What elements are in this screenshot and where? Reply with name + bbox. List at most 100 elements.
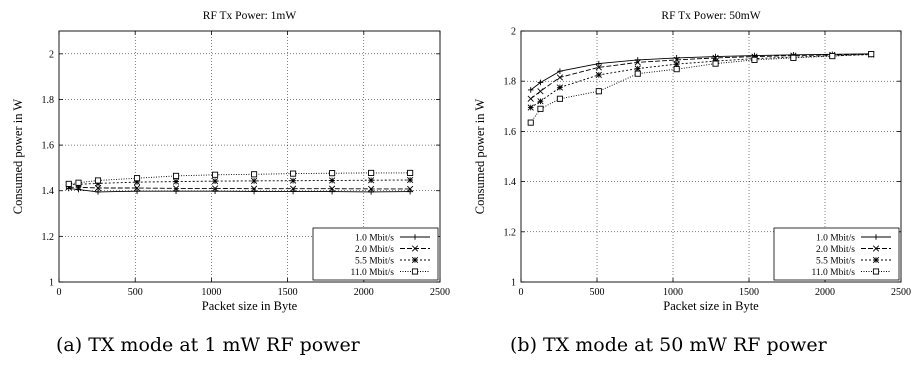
data-point (634, 70, 641, 77)
legend-marker (872, 245, 880, 252)
y-tick-label: 1.4 (504, 177, 517, 188)
data-point (75, 179, 82, 186)
data-point (367, 177, 375, 184)
data-point (537, 79, 544, 86)
x-tick-label: 500 (590, 287, 605, 298)
data-point (329, 188, 335, 195)
caption-a: (a) TX mode at 1 mW RF power (56, 334, 360, 356)
data-point (556, 95, 563, 102)
series-line (530, 53, 872, 100)
legend-label: 2.0 Mbit/s (816, 245, 855, 255)
data-point (407, 169, 414, 176)
data-point (212, 188, 218, 194)
legend-label: 5.5 Mbit/s (816, 257, 855, 267)
y-tick-label: 1 (49, 278, 54, 289)
data-point (595, 88, 602, 95)
data-point (211, 185, 219, 192)
data-point (407, 176, 414, 184)
legend: 1.0 Mbit/s2.0 Mbit/s 5.5 Mbit/s11.0 Mbit/… (773, 227, 900, 281)
data-point (537, 88, 544, 95)
data-point (634, 65, 641, 72)
y-tick-label: 1.6 (504, 127, 517, 138)
series-1 (65, 185, 413, 195)
data-point (634, 59, 641, 66)
x-tick-label: 0 (57, 287, 62, 298)
data-point (527, 95, 534, 102)
legend-marker (872, 268, 880, 275)
data-point (556, 84, 564, 91)
legend: 1.0 Mbit/s2.0 Mbit/s 5.5 Mbit/s11.0 Mbit/… (312, 227, 439, 281)
y-tick-label: 1.2 (42, 232, 55, 243)
legend-marker (872, 256, 880, 264)
data-point (133, 178, 141, 186)
data-point (212, 171, 219, 178)
data-point (367, 185, 375, 193)
data-point (251, 188, 257, 195)
x-tick-label: 2000 (354, 287, 374, 298)
series-line (530, 54, 872, 108)
data-point (172, 178, 180, 185)
series-line (68, 179, 411, 186)
data-point (290, 188, 296, 195)
data-point (133, 175, 141, 182)
data-point (94, 184, 102, 192)
y-tick-label: 1.8 (42, 95, 55, 106)
data-point (556, 74, 564, 81)
series-4 (527, 51, 875, 126)
series-3 (65, 176, 414, 189)
data-point (595, 71, 602, 79)
data-point (94, 177, 102, 184)
y-tick-label: 1.6 (42, 141, 55, 152)
series-4 (65, 169, 414, 187)
legend-label: 11.0 Mbit/s (812, 268, 856, 278)
data-point (557, 68, 563, 74)
data-point (537, 98, 544, 105)
data-point (537, 105, 544, 112)
y-tick-label: 2 (511, 27, 516, 38)
legend-label: 11.0 Mbit/s (351, 268, 395, 278)
data-point (328, 177, 336, 184)
caption-b: (b) TX mode at 50 mW RF power (510, 334, 827, 356)
y-axis-label: Consumed power in W (11, 99, 25, 215)
series-3 (527, 51, 875, 111)
data-point (251, 171, 258, 178)
data-point (172, 172, 180, 179)
y-tick-label: 1.8 (504, 77, 517, 88)
data-point (211, 178, 219, 185)
data-point (328, 185, 336, 192)
data-point (407, 185, 414, 193)
x-tick-label: 1000 (663, 287, 683, 298)
data-point (172, 185, 180, 192)
data-point (790, 54, 797, 61)
y-tick-label: 2 (49, 49, 54, 60)
x-tick-label: 2000 (815, 287, 835, 298)
data-point (329, 170, 336, 177)
x-axis-label: Packet size in Byte (663, 299, 759, 313)
data-point (368, 169, 375, 176)
x-tick-label: 1500 (278, 287, 298, 298)
legend-marker (873, 234, 879, 240)
data-point (407, 188, 413, 195)
data-point (134, 188, 140, 194)
data-point (289, 177, 297, 184)
data-point (527, 119, 534, 126)
legend-marker (411, 268, 419, 275)
data-point (634, 57, 641, 63)
chart-title: RF Tx Power: 50mW (661, 10, 760, 22)
x-tick-label: 0 (519, 287, 524, 298)
legend-label: 1.0 Mbit/s (816, 234, 855, 244)
data-point (95, 189, 101, 195)
data-point (290, 170, 297, 177)
data-point (250, 185, 258, 192)
plot-frame (520, 30, 902, 283)
chart-title: RF Tx Power: 1mW (203, 10, 297, 22)
x-axis-label: Packet size in Byte (202, 299, 298, 313)
data-point (673, 66, 680, 73)
series-line (68, 186, 411, 190)
data-point (368, 189, 374, 195)
x-tick-label: 500 (128, 287, 143, 298)
x-tick-label: 2500 (891, 287, 911, 298)
data-point (173, 188, 179, 194)
data-point (673, 61, 680, 68)
